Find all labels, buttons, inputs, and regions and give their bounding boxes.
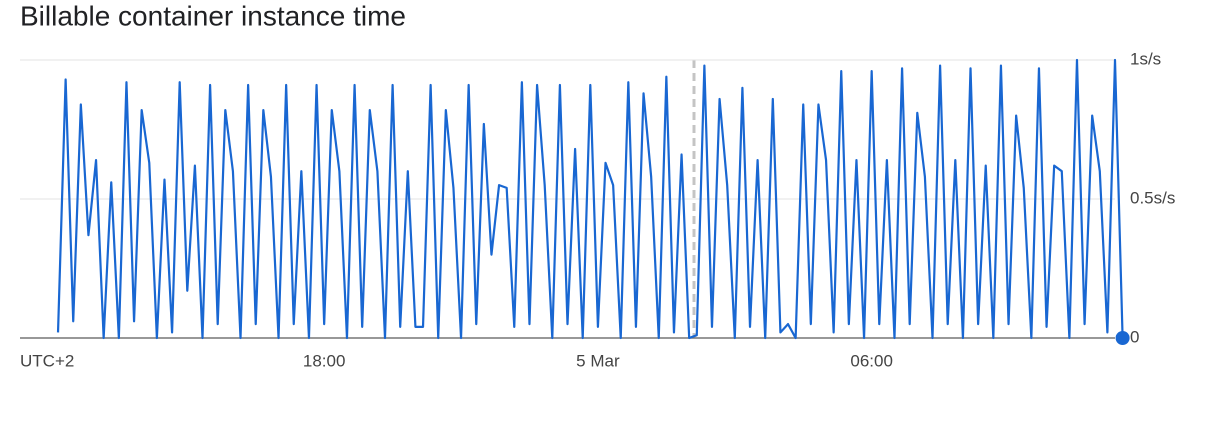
- y-tick-label: 1s/s: [1130, 49, 1161, 68]
- line-series: [56, 58, 1124, 340]
- x-axis-label: UTC+2: [20, 351, 74, 370]
- x-tick-label: 06:00: [850, 351, 893, 370]
- x-tick-label: 18:00: [303, 351, 346, 370]
- last-point: [1115, 331, 1130, 345]
- x-tick-label: 5 Mar: [576, 351, 620, 370]
- y-tick-label: 0: [1130, 327, 1139, 346]
- chart-title: Billable container instance time: [20, 0, 406, 31]
- y-tick-label: 0.5s/s: [1130, 188, 1175, 207]
